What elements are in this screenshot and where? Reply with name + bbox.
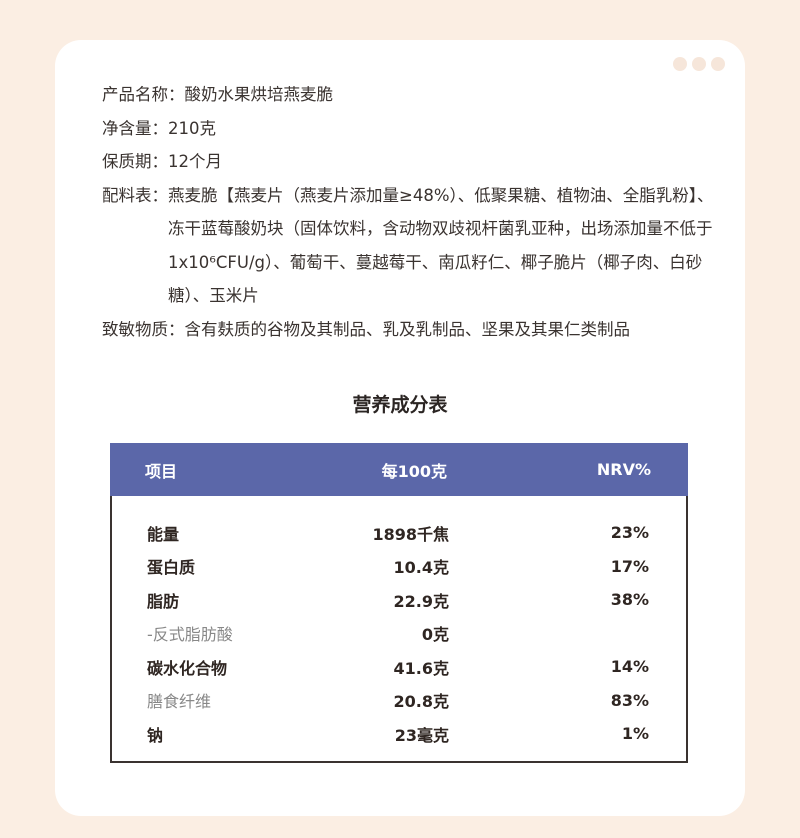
table-row: -反式脂肪酸 0克: [112, 617, 686, 651]
label: 保质期：: [102, 152, 168, 171]
allergens: 含有麸质的谷物及其制品、乳及乳制品、坚果及其果仁类制品: [184, 319, 631, 339]
table-body: 能量 1898千焦 23% 蛋白质 10.4克 17% 脂肪 22.9克 38% -反式脂肪酸 0克…: [112, 496, 686, 751]
allergen-row: 致敏物质： 含有麸质的谷物及其制品、乳及乳制品、坚果及其果仁类制品: [102, 313, 722, 347]
nutrient-value: 10.4克: [393, 558, 449, 578]
nutrient-nrv: 83%: [610, 690, 649, 710]
table-row: 脂肪 22.9克 38%: [112, 583, 686, 617]
nutrient-value: 0克: [421, 625, 449, 645]
table-row: 膳食纤维 20.8克 83%: [112, 684, 686, 718]
header-per100g: 每100克: [381, 461, 447, 481]
nutrition-title: 营养成分表: [352, 394, 448, 416]
product-name: 酸奶水果烘培燕麦脆: [184, 85, 334, 104]
nutrient-nrv: 17%: [610, 556, 649, 576]
nutrient-nrv: 14%: [610, 657, 649, 677]
dot-icon: [692, 57, 706, 71]
nutrient-value: 1898千焦: [372, 524, 449, 544]
nutrient-nrv: 23%: [610, 523, 649, 543]
nutrient-name: 膳食纤维: [147, 692, 212, 712]
shelf-life: 12个月: [168, 152, 222, 171]
product-info-card: 产品名称： 酸奶水果烘培燕麦脆 净含量： 210克 保质期： 12个月 配料表： 燕麦脆…: [55, 40, 745, 816]
table-row: 能量 1898千焦 23%: [112, 516, 686, 550]
shelf-life-row: 保质期： 12个月: [102, 145, 722, 179]
nutrient-value: 41.6克: [393, 658, 449, 678]
nutrient-nrv: 1%: [621, 724, 649, 744]
nutrient-value: 20.8克: [393, 692, 449, 712]
ingredients: 燕麦脆【燕麦片（燕麦片添加量≥48%）、低聚果糖、植物油、全脂乳粉】、冻干蓝莓酸…: [168, 185, 714, 306]
header-nrv: NRV%: [596, 460, 651, 479]
net-content-row: 净含量： 210克: [102, 112, 722, 146]
table-row: 蛋白质 10.4克 17%: [112, 550, 686, 584]
nutrient-name: 碳水化合物: [147, 658, 228, 678]
net-content: 210克: [168, 118, 216, 138]
nutrient-nrv: 38%: [610, 590, 649, 610]
label: 净含量：: [102, 118, 168, 138]
product-name-row: 产品名称： 酸奶水果烘培燕麦脆: [102, 78, 722, 112]
nutrient-name: 脂肪: [147, 591, 180, 611]
nutrient-value: 22.9克: [393, 591, 449, 611]
nutrient-name: 能量: [147, 524, 180, 544]
label: 配料表：: [102, 185, 168, 205]
product-info: 产品名称： 酸奶水果烘培燕麦脆 净含量： 210克 保质期： 12个月 配料表： 燕麦脆…: [102, 78, 722, 346]
nutrient-name: -反式脂肪酸: [147, 625, 233, 645]
dot-icon: [711, 57, 725, 71]
table-header: 项目 每100克 NRV%: [110, 443, 688, 496]
dot-icon: [673, 57, 687, 71]
nutrient-name: 蛋白质: [147, 558, 196, 578]
ingredients-row: 配料表： 燕麦脆【燕麦片（燕麦片添加量≥48%）、低聚果糖、植物油、全脂乳粉】、冻…: [102, 179, 722, 313]
table-row: 钠 23毫克 1%: [112, 717, 686, 751]
label: 产品名称：: [102, 85, 185, 104]
nutrient-name: 钠: [147, 725, 164, 745]
table-row: 碳水化合物 41.6克 14%: [112, 650, 686, 684]
label: 致敏物质：: [102, 319, 185, 339]
nutrient-value: 23毫克: [394, 725, 449, 745]
header-item: 项目: [145, 461, 178, 481]
nutrition-table: 项目 每100克 NRV% 能量 1898千焦 23% 蛋白质 10.4克 17% 脂肪 22…: [110, 443, 688, 763]
window-dots: [673, 57, 725, 71]
